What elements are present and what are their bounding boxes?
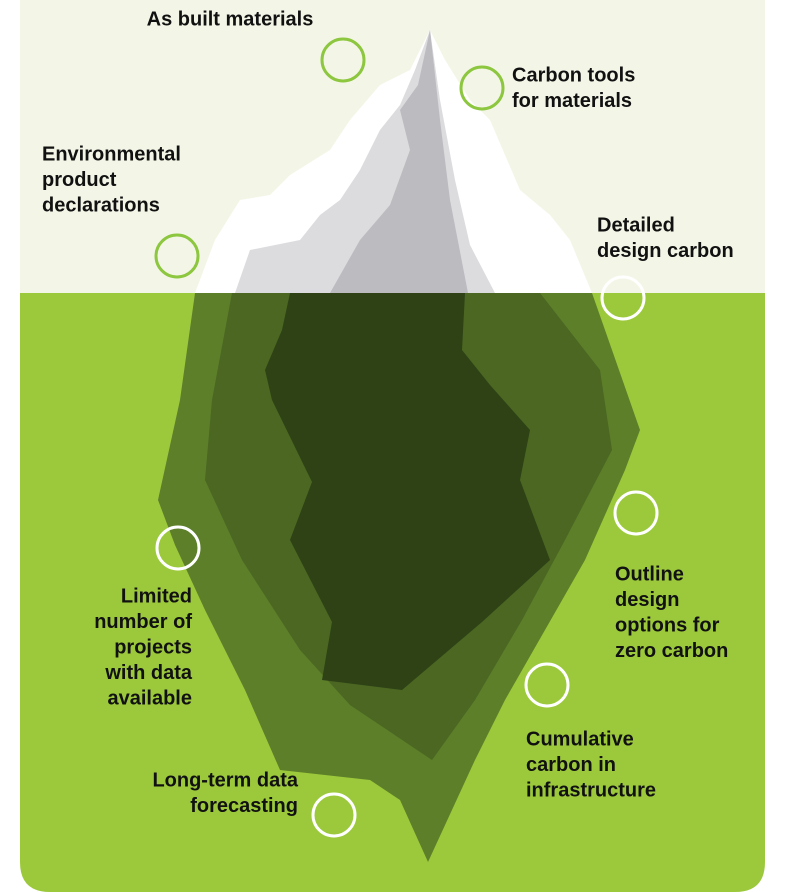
- marker: [154, 233, 200, 279]
- label-line: Environmental: [42, 143, 181, 165]
- ice-shadow: [330, 30, 468, 293]
- label-line: Cumulative: [526, 728, 634, 750]
- label-line: design: [615, 589, 679, 611]
- label-line: options for: [615, 614, 720, 636]
- label-line: As built materials: [147, 8, 314, 30]
- label-line: carbon in: [526, 754, 616, 776]
- label-line: with data: [104, 662, 193, 684]
- label-line: zero carbon: [615, 640, 728, 662]
- marker: [524, 662, 570, 708]
- label-line: Detailed: [597, 214, 675, 236]
- label-line: forecasting: [190, 795, 298, 817]
- label-line: Outline: [615, 563, 684, 585]
- marker: [311, 792, 357, 838]
- marker: [320, 37, 366, 83]
- label-line: available: [107, 687, 192, 709]
- label-line: Limited: [121, 585, 192, 607]
- label-line: Carbon tools: [512, 64, 635, 86]
- ice-below-inner: [265, 293, 550, 690]
- marker: [459, 65, 505, 111]
- label-line: for materials: [512, 90, 632, 112]
- label-line: design carbon: [597, 240, 734, 262]
- label-line: infrastructure: [526, 779, 656, 801]
- marker: [613, 490, 659, 536]
- label-line: Long-term data: [152, 769, 298, 791]
- label-line: product: [42, 169, 117, 191]
- marker: [600, 275, 646, 321]
- marker: [155, 525, 201, 571]
- label-line: projects: [114, 636, 192, 658]
- label-line: declarations: [42, 194, 160, 216]
- markers: [154, 37, 659, 838]
- label-line: number of: [94, 611, 192, 633]
